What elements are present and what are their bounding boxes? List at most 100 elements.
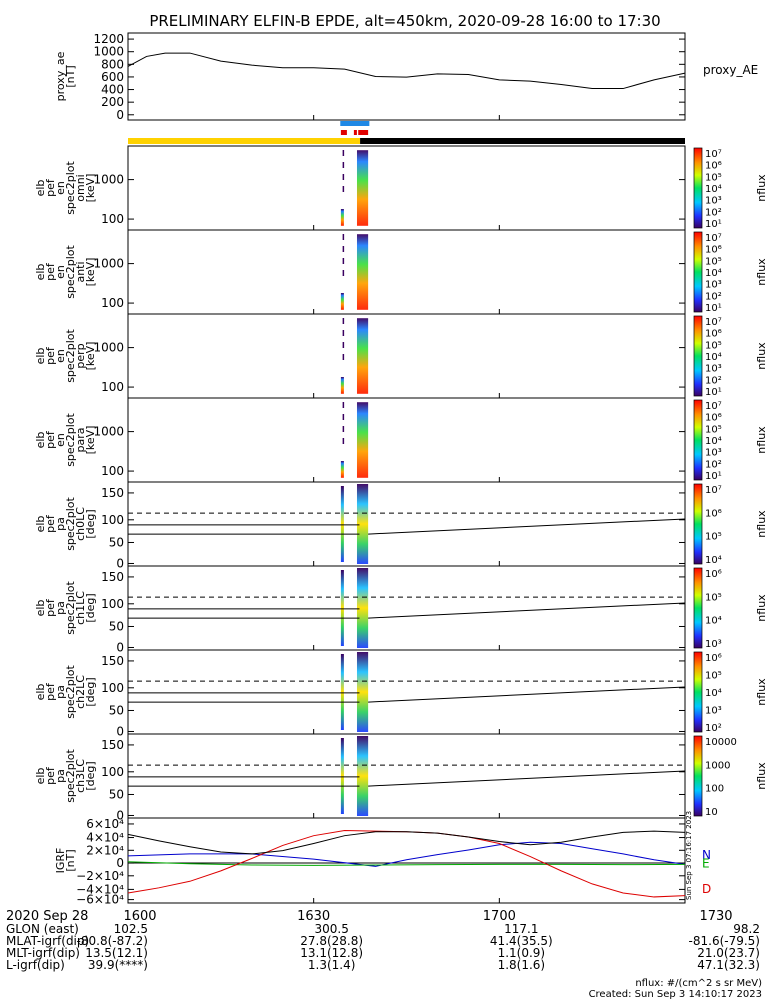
ylabel-line: spec2plot xyxy=(64,497,77,551)
colorbar-label: nflux xyxy=(755,258,768,286)
panel-frame xyxy=(127,481,686,567)
spectrogram-burst-small xyxy=(340,461,344,478)
footer-units: nflux: #/(cm^2 s sr MeV) xyxy=(635,978,762,989)
ylabel-line: omni xyxy=(74,174,87,201)
igrf-series-total xyxy=(127,830,686,855)
ephem-value: 21.0(23.7) xyxy=(697,946,760,960)
ytick-label: 50 xyxy=(109,619,124,633)
pa-spectrogram-small xyxy=(340,570,344,646)
pa-spectrogram-small xyxy=(340,486,344,562)
colorbar-tick-label: 10¹ xyxy=(705,303,722,314)
pa-spectrogram-main xyxy=(356,652,369,732)
colorbar-tick-label: 10⁷ xyxy=(705,233,722,244)
ytick-label: 50 xyxy=(109,703,124,717)
ephem-value: 98.2 xyxy=(733,922,760,936)
colorbar-tick-label: 10⁷ xyxy=(705,149,722,160)
ytick-label: −2×10⁴ xyxy=(76,869,124,883)
colorbar-tick-label: 10¹ xyxy=(705,471,722,482)
colorbar-tick-label: 10³ xyxy=(705,448,722,459)
colorbar-tick-label: 10⁵ xyxy=(705,532,722,543)
colorbar xyxy=(693,231,703,313)
colorbar-tick-label: 10⁴ xyxy=(705,352,722,363)
colorbar-label: nflux xyxy=(755,510,768,538)
ytick-label: 150 xyxy=(101,486,124,500)
ylabel-line: pef xyxy=(44,178,57,197)
pa-spectrogram-main xyxy=(356,736,369,816)
science-zone-bar xyxy=(340,121,370,126)
ytick-label: 0 xyxy=(116,724,124,738)
ylabel-line: [deg] xyxy=(84,593,97,622)
colorbar-tick-label: 10² xyxy=(705,291,722,302)
ytick-label: 150 xyxy=(101,654,124,668)
ephem-value: 1.1(0.9) xyxy=(498,946,546,960)
colorbar-tick-label: 10 xyxy=(705,807,718,818)
panel-omni: elbpefenspec2plotomni[keV]100010010⁷10⁶1… xyxy=(34,145,768,231)
colorbar-label: nflux xyxy=(755,594,768,622)
colorbar-label: nflux xyxy=(755,762,768,790)
ytick-label: 150 xyxy=(101,738,124,752)
colorbar-tick-label: 10⁷ xyxy=(705,401,722,412)
colorbar-tick-label: 10² xyxy=(705,459,722,470)
ylabel-line: pef xyxy=(44,346,57,365)
panel-frame xyxy=(127,32,686,121)
orbit-sunlit-bar xyxy=(128,138,361,144)
colorbar-tick-label: 10¹ xyxy=(705,219,722,230)
ytick-label: 600 xyxy=(101,70,124,84)
colorbar-label: nflux xyxy=(755,342,768,370)
colorbar-tick-label: 10⁷ xyxy=(705,485,722,496)
colorbar-tick-label: 10⁶ xyxy=(705,161,722,172)
colorbar-tick-label: 10⁵ xyxy=(705,424,722,435)
ylabel-line: pef xyxy=(44,682,57,701)
ylabel-line: ch3LC xyxy=(74,759,87,793)
colorbar-tick-label: 10⁵ xyxy=(705,592,722,603)
colorbar-tick-label: 10⁷ xyxy=(705,317,722,328)
ylabel-line: spec2plot xyxy=(64,413,77,467)
colorbar-tick-label: 10³ xyxy=(705,280,722,291)
colorbar xyxy=(693,483,703,565)
legend-N: N xyxy=(702,848,711,862)
ylabel-line: pef xyxy=(44,598,57,617)
ytick-label: 1000 xyxy=(93,257,124,271)
ylabel-line: ch1LC xyxy=(74,591,87,625)
colorbar-tick-label: 10⁴ xyxy=(705,555,722,566)
ytick-label: 100 xyxy=(101,513,124,527)
colorbar-tick-label: 10⁵ xyxy=(705,256,722,267)
colorbar xyxy=(693,147,703,229)
colorbar-tick-label: 10⁴ xyxy=(705,436,722,447)
ephem-value: -81.6(-79.5) xyxy=(689,934,760,948)
xtick-label: 1630 xyxy=(297,909,330,924)
pa-spectrogram-main xyxy=(356,568,369,648)
ytick-label: 0 xyxy=(116,108,124,122)
fgm-bar-2 xyxy=(353,130,357,135)
ylabel-line: IGRF xyxy=(54,848,67,874)
ytick-label: 400 xyxy=(101,83,124,97)
colorbar xyxy=(693,315,703,397)
ylabel-line: [deg] xyxy=(84,761,97,790)
ytick-label: 100 xyxy=(101,765,124,779)
colorbar xyxy=(693,567,703,649)
ylabel-line: pef xyxy=(44,262,57,281)
ylabel-line: pef xyxy=(44,766,57,785)
ylabel-line: para xyxy=(74,428,87,453)
colorbar xyxy=(693,651,703,733)
pa-spectrogram-small xyxy=(340,738,344,814)
ytick-label: 200 xyxy=(101,95,124,109)
ytick-label: 100 xyxy=(101,464,124,478)
colorbar-tick-label: 100 xyxy=(705,784,724,795)
ephem-value: 13.5(12.1) xyxy=(85,946,148,960)
side-timestamp: Sun Sep 3 07:16:17 2023 xyxy=(685,811,693,900)
colorbar-tick-label: 10⁶ xyxy=(705,508,722,519)
colorbar-tick-label: 10⁵ xyxy=(705,340,722,351)
ylabel-line: elb xyxy=(34,348,47,365)
legend-D: D xyxy=(702,882,711,896)
ylabel-line: elb xyxy=(34,264,47,281)
ylabel-line: spec2plot xyxy=(64,329,77,383)
ylabel-line: [keV] xyxy=(84,426,97,455)
ylabel-line: [keV] xyxy=(84,174,97,203)
colorbar-label: nflux xyxy=(755,678,768,706)
colorbar-tick-label: 10⁶ xyxy=(705,653,722,664)
